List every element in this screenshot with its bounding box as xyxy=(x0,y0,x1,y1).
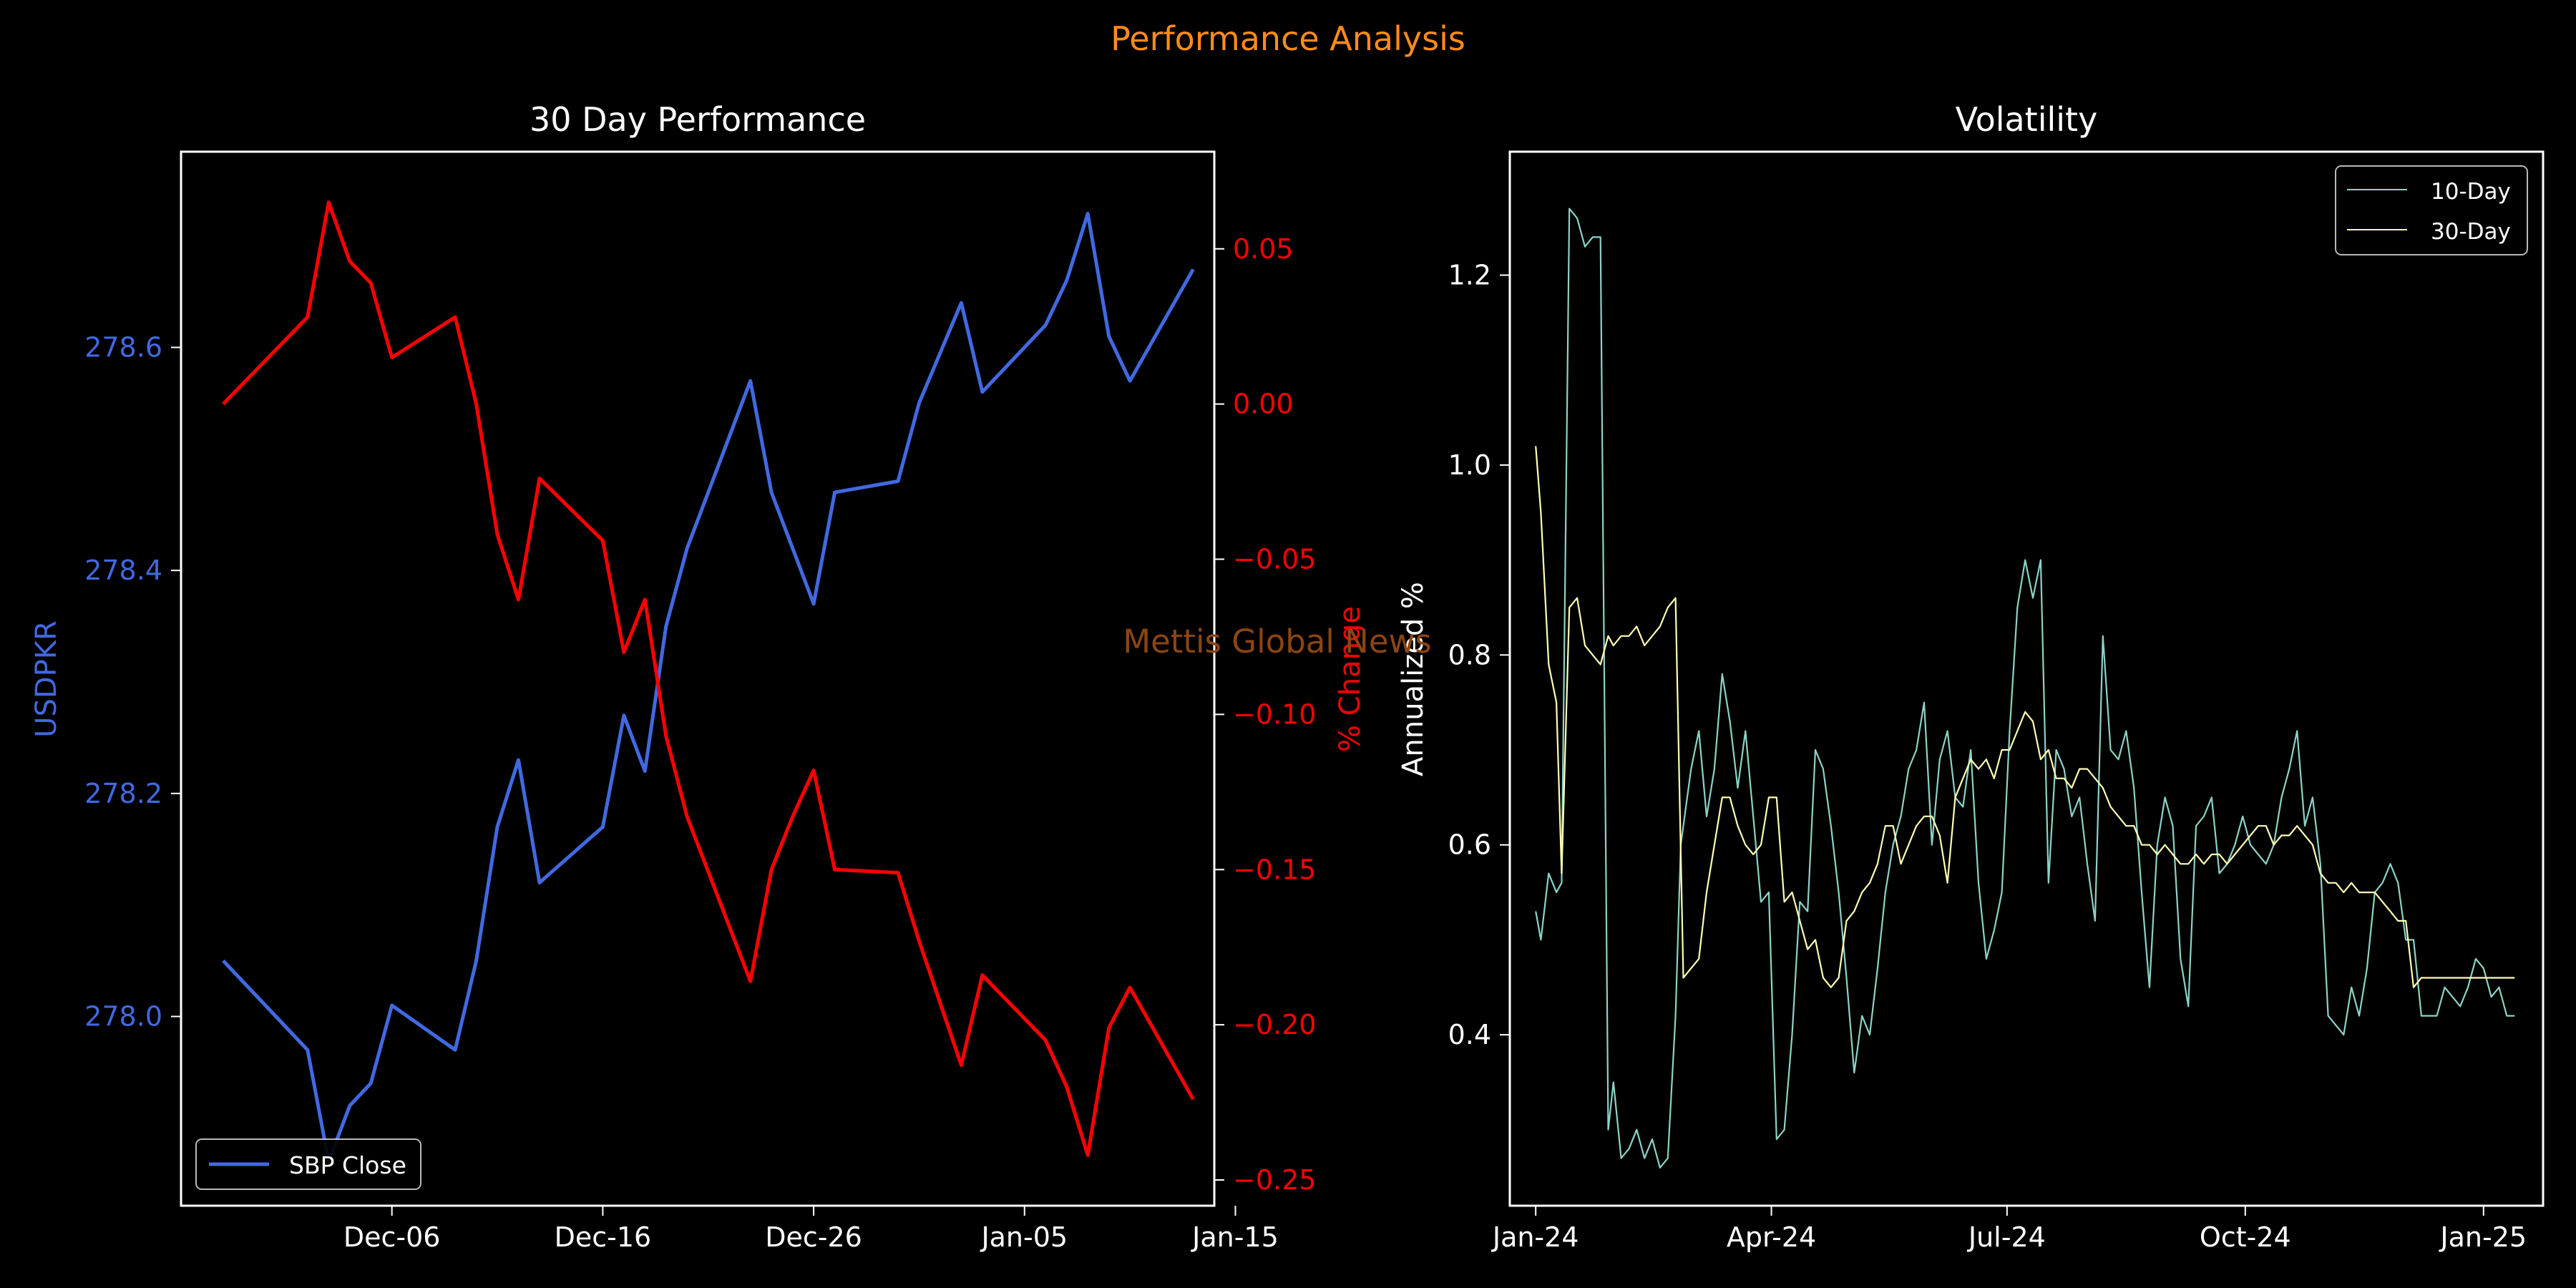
y2-tick-label: −0.05 xyxy=(1233,544,1316,575)
y-tick-label: 278.4 xyxy=(84,555,162,586)
y-tick-label: 1.2 xyxy=(1448,260,1491,291)
y-tick-label: 278.6 xyxy=(84,331,162,363)
legend-10day-label: 10-Day xyxy=(2431,179,2511,205)
x-tick-label: Jan-05 xyxy=(980,1221,1068,1253)
vol-10day-line xyxy=(1535,208,2515,1169)
figure-title: Performance Analysis xyxy=(1111,19,1465,58)
y2-tick-label: 0.00 xyxy=(1233,389,1294,420)
y-tick-label: 0.8 xyxy=(1448,639,1491,670)
y-tick-label: 0.4 xyxy=(1448,1019,1491,1050)
vol-30day-line xyxy=(1535,446,2515,988)
performance-plot-area: Dec-06 Dec-16 Dec-26 Jan-05 Jan-15 278.0 278.2… xyxy=(84,200,1316,1253)
sbp-close-line xyxy=(222,212,1195,1163)
y2-tick-label: −0.10 xyxy=(1233,698,1316,730)
performance-plot-frame xyxy=(180,150,1216,1207)
y-tick-label: 278.0 xyxy=(84,1001,162,1033)
legend-30day-label: 30-Day xyxy=(2431,219,2511,245)
performance-legend: SBP Close xyxy=(195,1138,421,1190)
x-tick-label: Oct-24 xyxy=(2200,1221,2291,1253)
performance-chart: 30 Day Performance Dec-06 Dec-16 Dec-26 Jan… xyxy=(30,100,1367,1253)
volatility-legend: 10-Day 30-Day xyxy=(2335,165,2528,255)
pct-change-axis-label: % Change xyxy=(1334,606,1367,752)
usdpkr-axis-label: USDPKR xyxy=(30,620,63,738)
annualized-axis-label: Annualized % xyxy=(1397,582,1430,776)
performance-legend-box xyxy=(195,1138,421,1190)
volatility-plot-frame xyxy=(1508,150,2545,1207)
x-tick-label: Jan-15 xyxy=(1191,1221,1279,1253)
x-tick-label: Apr-24 xyxy=(1727,1221,1816,1253)
legend-sbp-close-label: SBP Close xyxy=(289,1151,406,1179)
volatility-chart-title: Volatility xyxy=(1956,100,2098,139)
x-tick-label: Jul-24 xyxy=(1967,1221,2046,1253)
x-tick-label: Jan-25 xyxy=(2439,1221,2527,1253)
y2-tick-label: −0.20 xyxy=(1233,1009,1316,1040)
y2-tick-label: 0.05 xyxy=(1233,233,1294,265)
volatility-plot-area: Jan-24 Apr-24 Jul-24 Oct-24 Jan-25 0.4 0.6 0.8 1… xyxy=(1448,208,2527,1253)
volatility-chart: Volatility Jan-24 Apr-24 Jul-24 Oct-24 Jan-2… xyxy=(1397,100,2545,1253)
y-tick-label: 0.6 xyxy=(1448,829,1491,861)
x-tick-label: Dec-16 xyxy=(555,1221,652,1253)
x-tick-label: Dec-06 xyxy=(343,1221,441,1253)
x-tick-label: Jan-24 xyxy=(1491,1221,1579,1253)
y-tick-label: 278.2 xyxy=(84,778,162,809)
y2-tick-label: −0.15 xyxy=(1233,854,1316,885)
watermark: Mettis Global News xyxy=(1123,623,1432,660)
volatility-legend-box xyxy=(2335,165,2528,255)
y-tick-label: 1.0 xyxy=(1448,449,1491,481)
x-tick-label: Dec-26 xyxy=(765,1221,862,1253)
performance-chart-title: 30 Day Performance xyxy=(530,100,866,139)
y2-tick-label: −0.25 xyxy=(1233,1164,1316,1196)
pct-change-line xyxy=(222,200,1195,1157)
